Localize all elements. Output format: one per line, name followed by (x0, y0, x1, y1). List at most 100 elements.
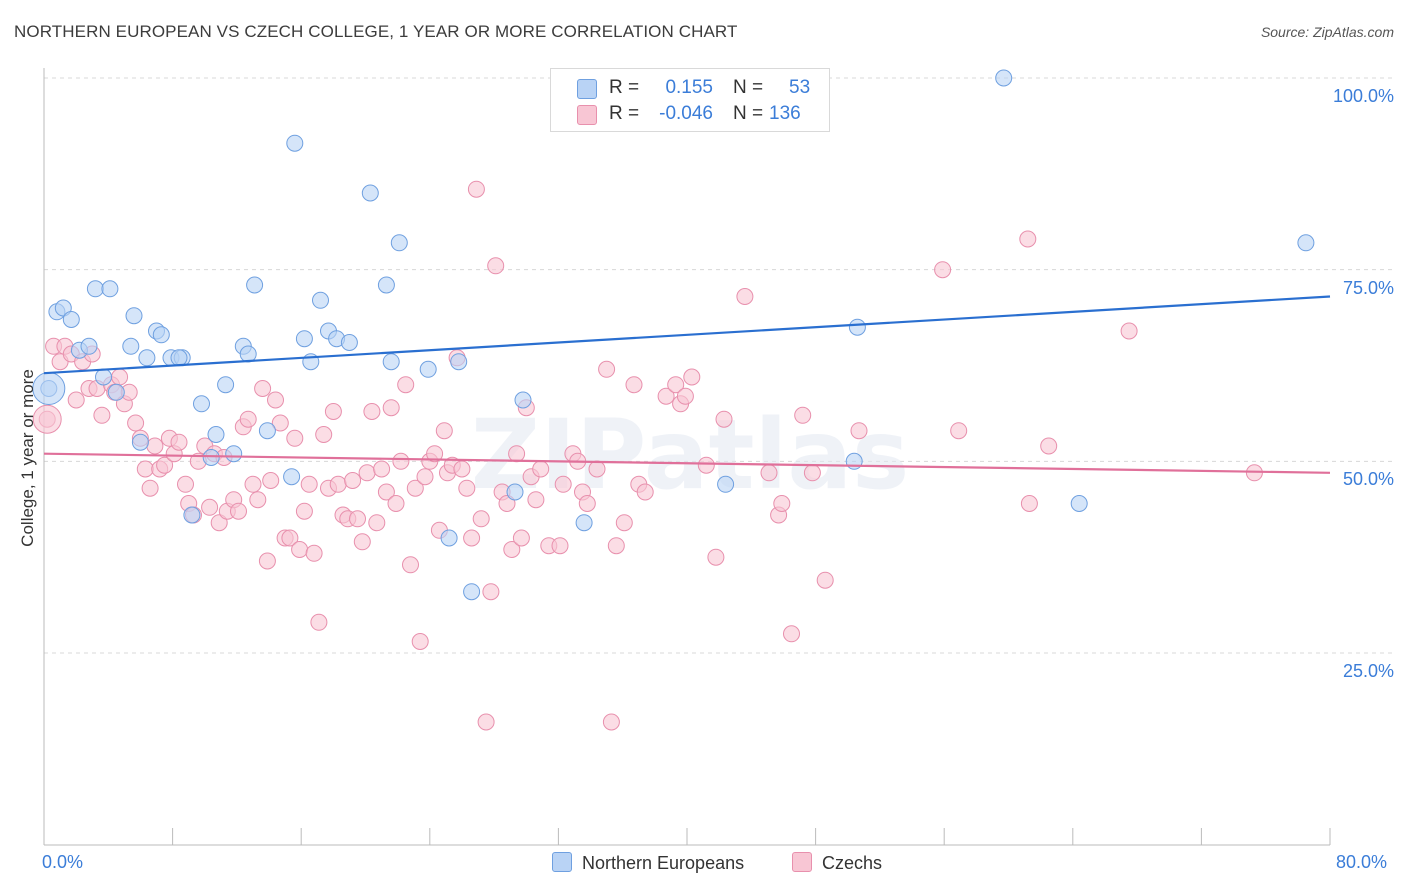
czechs-point (411, 633, 429, 650)
northern-europeans-point (450, 353, 468, 371)
czechs-point (472, 510, 490, 528)
czechs-point (554, 475, 572, 493)
czechs-point (794, 406, 812, 424)
czechs-point (146, 437, 164, 455)
czechs-point (1019, 230, 1037, 248)
czechs-point (697, 456, 715, 474)
czechs-point (527, 491, 545, 509)
northern-europeans-point (382, 353, 400, 371)
northern-europeans-point (506, 483, 524, 501)
bottom-legend-swatch-blue (552, 852, 572, 872)
czechs-point (291, 541, 309, 558)
czechs-point (512, 529, 530, 547)
northern-europeans-point (107, 383, 125, 401)
gridlines (44, 77, 1392, 654)
czechs-point (373, 460, 391, 478)
czechs-point (783, 625, 800, 643)
czechs-point (1020, 495, 1038, 512)
northern-europeans-point (217, 376, 235, 394)
northern-europeans-point (138, 349, 156, 367)
northern-europeans-point (193, 395, 210, 413)
czechs-point (286, 429, 304, 447)
northern-europeans-point (286, 134, 304, 152)
northern-europeans-point (152, 326, 170, 344)
czechs-point (305, 544, 323, 562)
czechs-point (258, 552, 276, 570)
northern-europeans-point (170, 349, 188, 367)
bottom-legend-label: Northern Europeans (582, 853, 745, 873)
czechs-point (950, 422, 968, 440)
czechs-point (230, 502, 247, 520)
czechs-point (295, 502, 313, 520)
northern-europeans-trend-line (43, 295, 1331, 375)
northern-europeans-point (377, 276, 395, 294)
czechs-point (315, 426, 333, 443)
czechs-point (1120, 322, 1138, 340)
czechs-point (598, 360, 616, 378)
czechs-point (683, 368, 701, 386)
legend-n-label: N = (733, 77, 764, 98)
source-credit: Source: ZipAtlas.com (1260, 24, 1394, 40)
correlation-legend: R = 0.155 N = 53 R = -0.046 N = 136 (550, 68, 830, 132)
northern-europeans-point (419, 360, 437, 378)
czechs-point (934, 261, 952, 279)
northern-europeans-point (295, 330, 313, 348)
bottom-legend-czechs: Czechs (792, 852, 882, 874)
czechs-point (93, 406, 111, 424)
legend-n-value: 53 (789, 77, 811, 98)
legend-n-value: 136 (769, 103, 801, 124)
czechs-point (416, 468, 434, 486)
northern-europeans-point (1070, 495, 1088, 512)
northern-europeans-point (207, 426, 225, 443)
czechs-point (615, 514, 633, 532)
northern-europeans-point (202, 449, 220, 466)
northern-europeans-point (80, 337, 98, 355)
czechs-point (271, 414, 289, 432)
czechs-point (127, 414, 145, 432)
czechs-point (329, 475, 347, 493)
czechs-point (344, 472, 362, 489)
y-tick-label: 100.0% (1332, 86, 1394, 106)
czechs-point (249, 491, 267, 509)
axes (43, 68, 1331, 846)
northern-europeans-point (340, 334, 358, 351)
y-tick-label: 75.0% (1342, 277, 1394, 298)
northern-europeans-point (390, 234, 408, 252)
czechs-point (382, 399, 400, 417)
legend-r-value: -0.046 (659, 103, 713, 124)
czechs-point (170, 433, 188, 451)
legend-r-label: R = (609, 77, 640, 98)
northern-europeans-point (361, 184, 379, 202)
czechs-point (551, 537, 569, 555)
czechs-point (477, 713, 495, 731)
czechs-point (244, 475, 262, 493)
northern-europeans-point (86, 280, 104, 298)
czechs-point (503, 541, 521, 558)
czechs-point (239, 410, 257, 428)
czechs-point (368, 514, 386, 532)
czechs-point (111, 368, 129, 386)
czechs-point (141, 479, 159, 497)
czechs-point (467, 180, 485, 198)
watermark: ZIPatlas (471, 399, 910, 511)
czechs-series (32, 180, 1263, 731)
czechs-point (588, 460, 606, 478)
czechs-point (156, 456, 174, 474)
czechs-point (392, 452, 410, 470)
czechs-point (453, 460, 471, 478)
czechs-point (850, 422, 868, 440)
czechs-point (636, 483, 654, 501)
czechs-point (508, 445, 526, 463)
northern-europeans-point (62, 311, 80, 328)
northern-europeans-point (225, 445, 243, 463)
northern-europeans-point (125, 307, 143, 325)
czechs-point (667, 376, 685, 394)
czechs-point (402, 556, 419, 574)
czechs-point (377, 483, 395, 501)
czechs-point (707, 548, 725, 566)
czechs-point (397, 376, 415, 394)
northern-europeans-point (246, 276, 264, 294)
czechs-point (300, 475, 318, 493)
bottom-legend-label: Czechs (822, 853, 883, 873)
trend-lines (43, 295, 1331, 474)
